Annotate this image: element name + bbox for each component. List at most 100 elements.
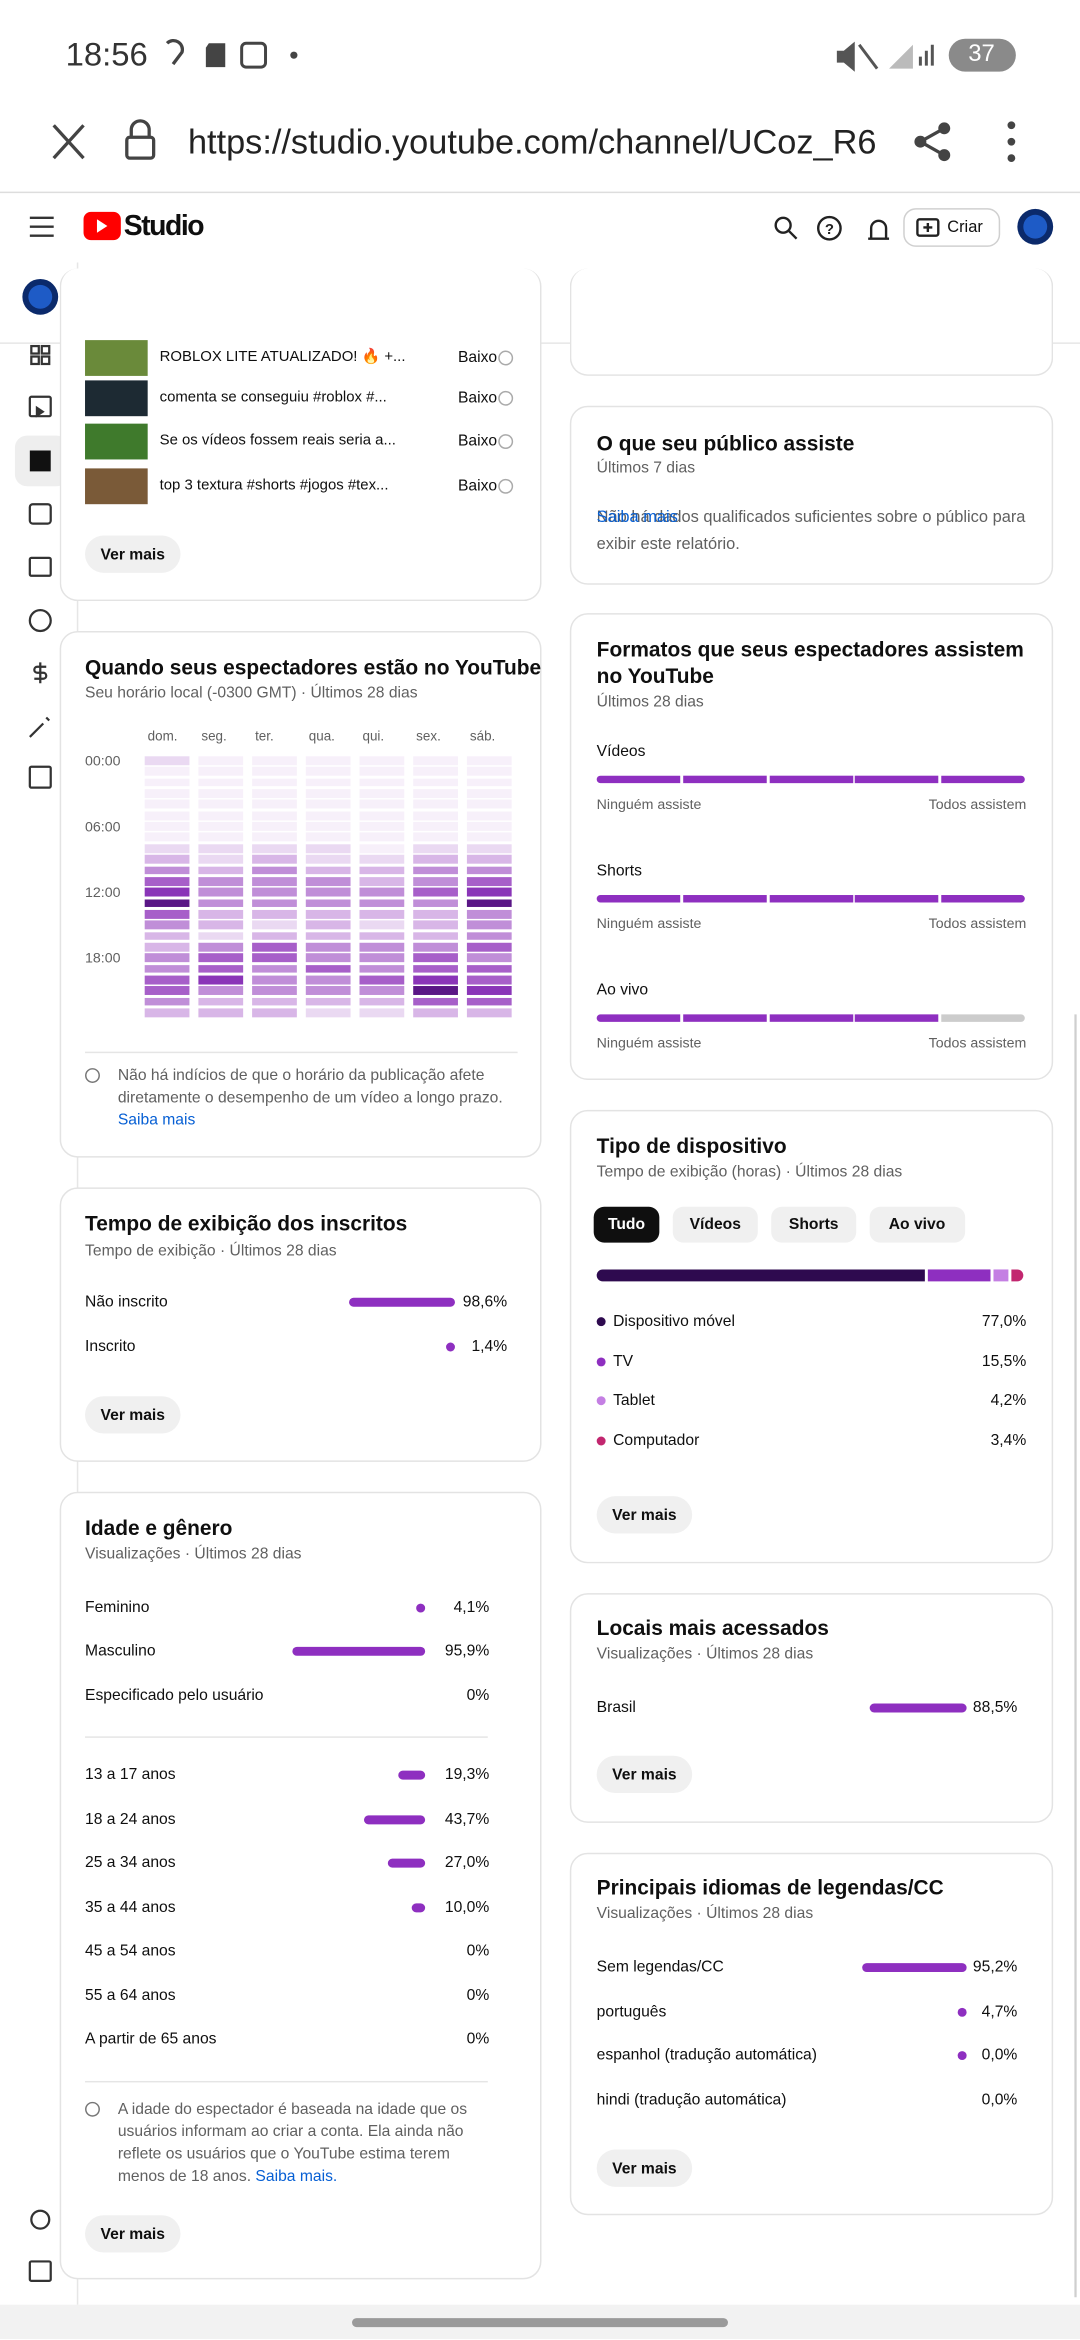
button[interactable]: Ver mais xyxy=(596,1496,693,1534)
heatmap-cell xyxy=(466,876,512,886)
heatmap-cell xyxy=(305,1008,351,1018)
button[interactable]: Ver mais xyxy=(85,535,181,573)
heatmap-cell xyxy=(252,887,297,897)
heatmap-cell xyxy=(198,964,244,974)
scale-min: Ninguém assiste xyxy=(596,916,702,933)
heatmap-cell xyxy=(413,833,458,842)
heatmap-cell xyxy=(466,756,512,765)
chip[interactable]: Vídeos xyxy=(672,1206,758,1243)
heatmap-cell xyxy=(144,789,190,798)
link[interactable]: Saiba mais xyxy=(117,1111,196,1130)
heatmap-cell xyxy=(359,964,405,974)
button[interactable]: Ver mais xyxy=(85,2215,181,2253)
legend-value: 77,0% xyxy=(981,1312,1027,1331)
row-label: 45 a 54 anos xyxy=(85,1941,176,1960)
format-segment xyxy=(941,775,1026,784)
card xyxy=(569,405,1054,585)
heatmap-cell xyxy=(144,1008,190,1018)
heatmap-cell xyxy=(466,898,512,908)
heatmap-cell xyxy=(359,844,405,853)
format-segment xyxy=(855,775,939,784)
row-value: 0% xyxy=(466,2029,490,2048)
format-name: Ao vivo xyxy=(596,981,649,1000)
heatmap-cell xyxy=(252,997,297,1007)
day-label: dom. xyxy=(147,728,178,744)
close-icon[interactable] xyxy=(52,124,85,160)
heatmap-cell xyxy=(466,865,512,875)
heatmap-cell xyxy=(198,756,244,765)
format-segment xyxy=(941,895,1026,903)
bar xyxy=(411,1903,426,1913)
performance: Baixo xyxy=(457,432,498,451)
video-title: Se os vídeos fossem reais seria a... xyxy=(159,432,396,450)
heatmap-cell xyxy=(359,975,405,985)
create-button[interactable] xyxy=(903,208,1001,247)
bar xyxy=(398,1770,426,1780)
video-title: comenta se conseguiu #roblox #... xyxy=(159,389,387,406)
format-segment xyxy=(596,775,681,784)
heatmap-cell xyxy=(144,811,190,820)
row-label: espanhol (tradução automática) xyxy=(596,2046,817,2065)
create-label: Criar xyxy=(947,218,983,237)
heatmap-cell xyxy=(198,953,244,963)
heatmap-cell xyxy=(144,756,190,765)
heatmap-cell xyxy=(413,800,458,809)
heatmap-cell xyxy=(359,986,405,996)
chip[interactable]: Tudo xyxy=(593,1206,660,1243)
legend-dot xyxy=(596,1396,606,1406)
heatmap-cell xyxy=(198,865,244,875)
card xyxy=(569,1109,1054,1564)
heatmap-cell xyxy=(144,964,190,974)
legend-value: 4,2% xyxy=(990,1391,1027,1410)
legend-dot xyxy=(596,1317,606,1327)
heatmap-cell xyxy=(359,953,405,963)
heatmap-cell xyxy=(252,942,297,952)
heatmap-cell xyxy=(359,822,405,831)
heatmap-cell xyxy=(144,800,190,809)
heatmap-cell xyxy=(359,942,405,952)
legend-label: Dispositivo móvel xyxy=(613,1312,735,1331)
heatmap-cell xyxy=(198,854,244,864)
bar xyxy=(446,1342,455,1352)
logo-text[interactable]: Studio xyxy=(123,211,205,243)
button[interactable]: Ver mais xyxy=(596,2149,693,2187)
row-label: Especificado pelo usuário xyxy=(85,1686,264,1705)
heatmap-cell xyxy=(198,909,244,919)
button[interactable]: Ver mais xyxy=(596,1755,693,1794)
heatmap-cell xyxy=(252,876,297,886)
format-segment xyxy=(769,895,853,903)
note-text: A idade do espectador é baseada na idade… xyxy=(117,2100,468,2186)
row-value: 0% xyxy=(466,1941,490,1960)
heatmap-cell xyxy=(305,953,351,963)
heatmap-cell xyxy=(198,833,244,842)
card-subtitle: Seu horário local (-0300 GMT) · Últimos … xyxy=(85,684,418,703)
url[interactable]: https://studio.youtube.com/channel/UCoz_… xyxy=(187,122,877,162)
heatmap-cell xyxy=(198,789,244,798)
chip[interactable]: Ao vivo xyxy=(869,1206,965,1243)
bar xyxy=(416,1603,426,1613)
format-segment xyxy=(769,775,853,784)
row-value: 4,1% xyxy=(453,1598,490,1617)
heatmap-cell xyxy=(198,800,244,809)
link[interactable]: Saiba mais. xyxy=(255,2167,338,2186)
format-segment xyxy=(596,895,681,903)
heatmap-cell xyxy=(305,778,351,787)
row-label: 25 a 34 anos xyxy=(85,1853,176,1872)
bar xyxy=(869,1703,967,1713)
heatmap-cell xyxy=(144,876,190,886)
scale-min: Ninguém assiste xyxy=(596,796,702,814)
heatmap-cell xyxy=(466,854,512,864)
heatmap-cell xyxy=(413,920,458,930)
link[interactable]: Saiba mais xyxy=(596,508,678,527)
info-icon xyxy=(498,390,514,406)
button[interactable]: Ver mais xyxy=(85,1396,181,1434)
heatmap-cell xyxy=(466,964,512,974)
heatmap-cell xyxy=(144,778,190,787)
device-segment xyxy=(994,1269,1010,1282)
heatmap-cell xyxy=(252,953,297,963)
chip[interactable]: Shorts xyxy=(771,1206,857,1243)
performance: Baixo xyxy=(457,388,498,407)
bar xyxy=(292,1646,426,1656)
heatmap-cell xyxy=(359,909,405,919)
row-value: 4,7% xyxy=(981,2002,1018,2021)
